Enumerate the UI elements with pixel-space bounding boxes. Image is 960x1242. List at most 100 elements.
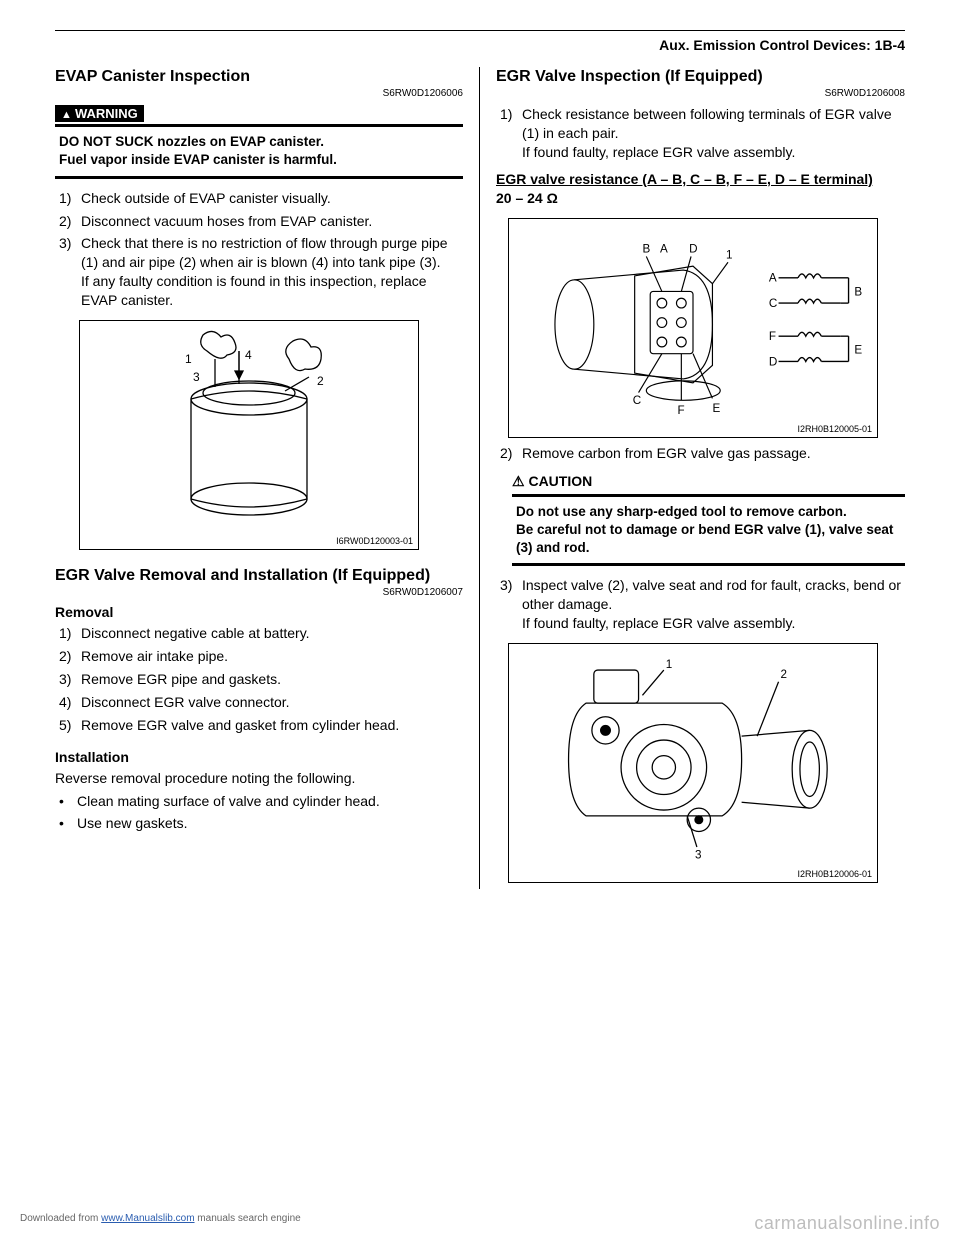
fig-label: B [854, 285, 862, 298]
evap-steps: 1)Check outside of EVAP canister visuall… [55, 189, 463, 310]
two-column-layout: EVAP Canister Inspection S6RW0D1206006 W… [55, 67, 905, 889]
fig-label: 1 [726, 248, 732, 261]
step-text: Remove EGR valve and gasket from cylinde… [81, 716, 399, 735]
step-text: Remove air intake pipe. [81, 647, 228, 666]
spec-value: 20 – 24 [496, 190, 547, 206]
step-text: Disconnect negative cable at battery. [81, 624, 310, 643]
footer-text: Downloaded from [20, 1213, 101, 1224]
footer-text: manuals search engine [195, 1213, 301, 1224]
fig-label: 1 [185, 352, 192, 366]
step: 1) Check resistance between following te… [500, 105, 905, 162]
step-num: 1) [59, 624, 81, 643]
installation-intro: Reverse removal procedure noting the fol… [55, 769, 463, 788]
step-num: 2) [500, 444, 522, 463]
running-header: Aux. Emission Control Devices: 1B-4 [55, 37, 905, 53]
step-text: Check resistance between following termi… [522, 105, 905, 162]
fig-label: E [712, 402, 720, 415]
fig-label: 3 [193, 370, 200, 384]
fig-label: 4 [245, 348, 252, 362]
bullet: •Use new gaskets. [59, 814, 463, 833]
egr-insp-step3: 3) Inspect valve (2), valve seat and rod… [496, 576, 905, 633]
step-num: 3) [59, 234, 81, 310]
step: 3)Remove EGR pipe and gaskets. [59, 670, 463, 689]
egr-inspection-title: EGR Valve Inspection (If Equipped) [496, 67, 905, 86]
removal-subhead: Removal [55, 604, 463, 620]
fig-label: 3 [695, 849, 701, 862]
fig-label: C [769, 297, 777, 310]
step-text: Disconnect EGR valve connector. [81, 693, 290, 712]
step-text-main: Inspect valve (2), valve seat and rod fo… [522, 577, 901, 612]
step: 1)Disconnect negative cable at battery. [59, 624, 463, 643]
figure-code: I2RH0B120006-01 [797, 869, 872, 879]
step-num: 4) [59, 693, 81, 712]
caution-label: CAUTION [512, 473, 592, 489]
footer-left: Downloaded from www.Manualslib.com manua… [20, 1213, 301, 1234]
egr-terminals-svg: B A D 1 C F E A B C F E D [518, 227, 868, 422]
spec-unit: Ω [547, 190, 558, 206]
footer-link[interactable]: www.Manualslib.com [101, 1213, 194, 1224]
doc-id: S6RW0D1206006 [55, 88, 463, 99]
fig-label: A [769, 271, 777, 284]
step: 3) Check that there is no restriction of… [59, 234, 463, 310]
right-column: EGR Valve Inspection (If Equipped) S6RW0… [480, 67, 905, 889]
step: 4)Disconnect EGR valve connector. [59, 693, 463, 712]
fig-label: D [769, 355, 777, 368]
removal-steps: 1)Disconnect negative cable at battery. … [55, 624, 463, 734]
step-text-sub: If found faulty, replace EGR valve assem… [522, 144, 795, 160]
step-num: 3) [59, 670, 81, 689]
evap-inspection-title: EVAP Canister Inspection [55, 67, 463, 86]
step-text-main: Check that there is no restriction of fl… [81, 235, 448, 270]
fig-label: 1 [666, 658, 672, 671]
step-text: Check that there is no restriction of fl… [81, 234, 463, 310]
caution-line: Be careful not to damage or bend EGR val… [516, 521, 901, 557]
egr-insp-steps: 1) Check resistance between following te… [496, 105, 905, 162]
fig-label: C [633, 394, 641, 407]
left-column: EVAP Canister Inspection S6RW0D1206006 W… [55, 67, 480, 889]
fig-label: F [677, 404, 684, 417]
bullet: •Clean mating surface of valve and cylin… [59, 792, 463, 811]
bullet-text: Use new gaskets. [77, 814, 188, 833]
evap-canister-figure: 1 2 3 4 I6RW0D120003-01 [79, 320, 419, 550]
step-num: 3) [500, 576, 522, 633]
step-text-main: Check resistance between following termi… [522, 106, 892, 141]
footer-watermark: carmanualsonline.info [754, 1213, 940, 1234]
figure-code: I2RH0B120005-01 [797, 424, 872, 434]
caution-box: Do not use any sharp-edged tool to remov… [512, 494, 905, 567]
step-num: 1) [59, 189, 81, 208]
warning-box: DO NOT SUCK nozzles on EVAP canister. Fu… [55, 124, 463, 178]
page-footer: Downloaded from www.Manualslib.com manua… [20, 1213, 940, 1234]
step-text: Inspect valve (2), valve seat and rod fo… [522, 576, 905, 633]
bullet-dot: • [59, 814, 77, 833]
step: 2)Remove carbon from EGR valve gas passa… [500, 444, 905, 463]
step: 5)Remove EGR valve and gasket from cylin… [59, 716, 463, 735]
step-num: 5) [59, 716, 81, 735]
caution-label-row: CAUTION [512, 473, 905, 490]
step-text: Disconnect vacuum hoses from EVAP canist… [81, 212, 372, 231]
egr-valve-body-figure: 1 2 3 I2RH0B120006-01 [508, 643, 878, 883]
resistance-spec: EGR valve resistance (A – B, C – B, F – … [496, 170, 905, 208]
doc-id: S6RW0D1206008 [496, 88, 905, 99]
header-rule [55, 30, 905, 31]
figure-code: I6RW0D120003-01 [336, 536, 413, 546]
step: 3) Inspect valve (2), valve seat and rod… [500, 576, 905, 633]
doc-id: S6RW0D1206007 [55, 587, 463, 598]
fig-label: A [660, 242, 668, 255]
egr-insp-step2: 2)Remove carbon from EGR valve gas passa… [496, 444, 905, 463]
fig-label: 2 [781, 668, 787, 681]
installation-subhead: Installation [55, 749, 463, 765]
spec-line: EGR valve resistance (A – B, C – B, F – … [496, 171, 873, 187]
egr-valve-body-svg: 1 2 3 [518, 652, 868, 867]
fig-label: D [689, 242, 697, 255]
step-text: Check outside of EVAP canister visually. [81, 189, 331, 208]
fig-label: B [642, 242, 650, 255]
caution-line: Do not use any sharp-edged tool to remov… [516, 503, 901, 521]
installation-bullets: •Clean mating surface of valve and cylin… [55, 792, 463, 834]
fig-label: 2 [317, 374, 324, 388]
warning-line: Fuel vapor inside EVAP canister is harmf… [59, 151, 459, 169]
step-num: 1) [500, 105, 522, 162]
step-num: 2) [59, 212, 81, 231]
warning-label: WARNING [55, 105, 144, 122]
bullet-text: Clean mating surface of valve and cylind… [77, 792, 380, 811]
step-text: Remove carbon from EGR valve gas passage… [522, 444, 811, 463]
step-text-sub: If found faulty, replace EGR valve assem… [522, 615, 795, 631]
